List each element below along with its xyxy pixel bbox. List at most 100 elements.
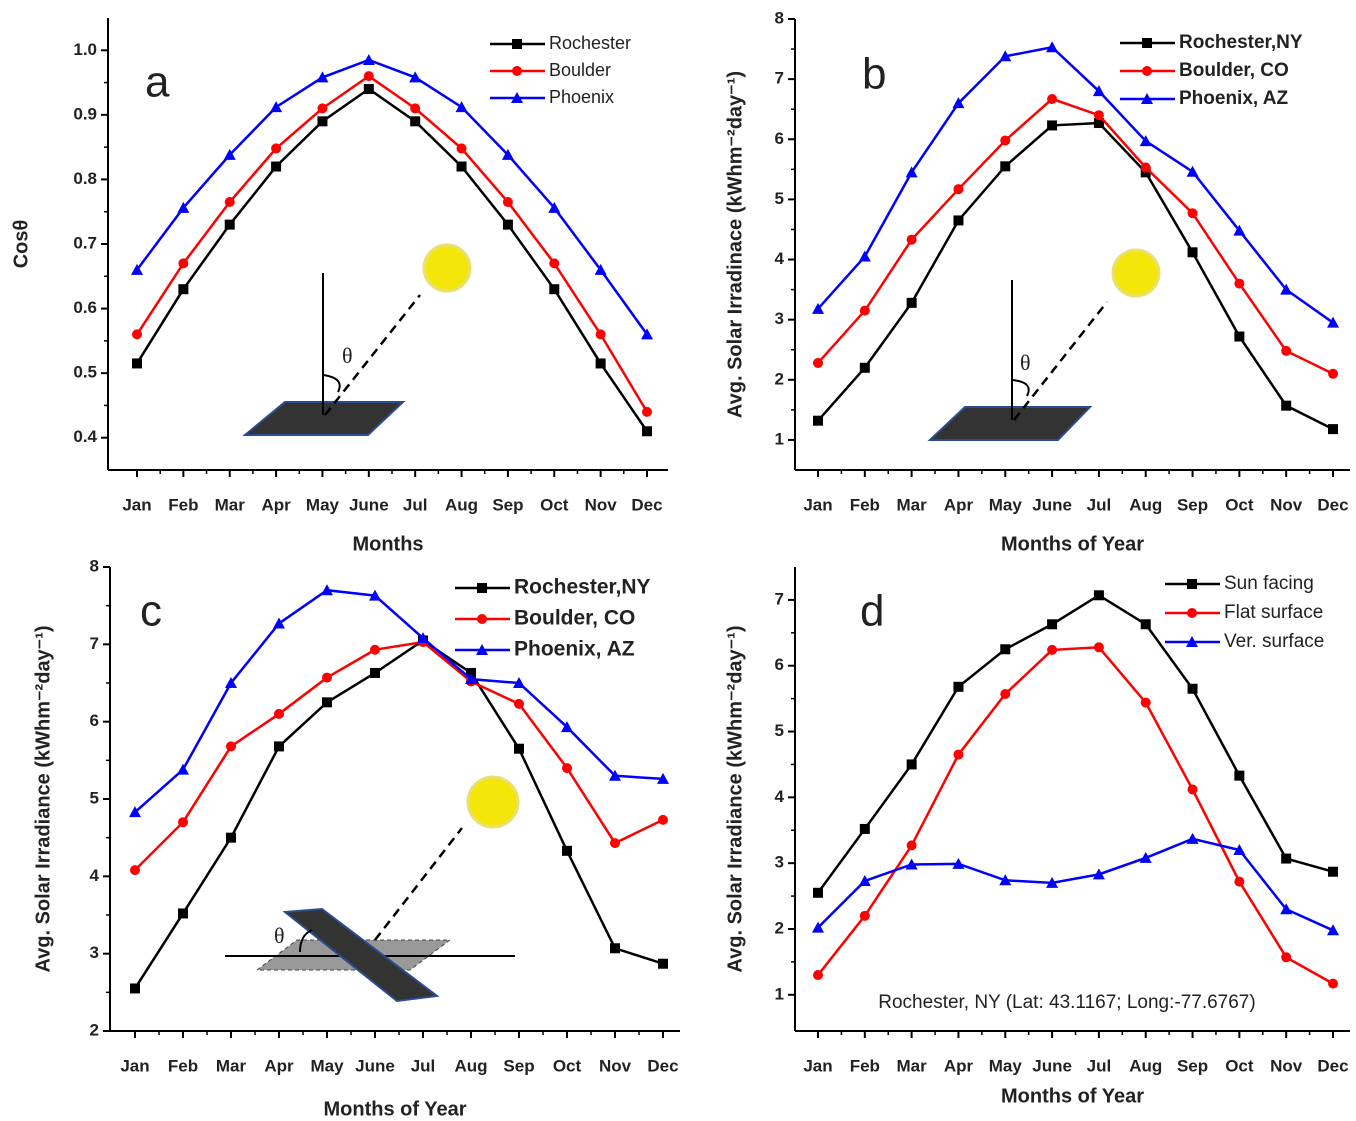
marker: [226, 832, 236, 843]
marker: [130, 865, 140, 876]
x-tick-label: Oct: [1225, 495, 1254, 514]
marker: [514, 698, 524, 709]
x-tick-label: May: [306, 495, 340, 514]
marker: [561, 721, 573, 733]
x-tick-label: May: [989, 495, 1023, 514]
x-tick-label: Sep: [1177, 1056, 1208, 1075]
marker: [321, 584, 333, 596]
marker: [317, 116, 328, 127]
marker: [178, 908, 188, 919]
marker: [1000, 644, 1011, 655]
marker: [905, 858, 918, 870]
marker: [501, 148, 514, 160]
marker: [1233, 224, 1246, 236]
marker: [1280, 283, 1293, 295]
marker: [456, 143, 467, 154]
marker: [512, 66, 522, 76]
x-axis-label: Months of Year: [1001, 1085, 1144, 1107]
x-tick-label: Apr: [261, 495, 291, 514]
y-tick-label: 2: [90, 1020, 99, 1039]
marker: [177, 201, 190, 213]
series-line: [816, 593, 1334, 894]
marker: [906, 840, 917, 851]
y-tick-label: 0.4: [73, 427, 97, 446]
marker: [410, 103, 421, 114]
x-tick-label: Nov: [585, 495, 618, 514]
y-tick-label: 2: [775, 918, 784, 937]
marker: [1046, 41, 1059, 53]
marker: [1186, 165, 1199, 177]
marker: [317, 103, 328, 114]
x-axis-label: Months: [352, 533, 423, 555]
x-tick-label: Aug: [1129, 495, 1162, 514]
marker: [1142, 66, 1152, 76]
marker: [178, 817, 188, 828]
marker: [858, 250, 871, 262]
x-tick-label: Oct: [553, 1056, 582, 1075]
marker: [1281, 400, 1292, 411]
marker: [224, 197, 235, 208]
marker: [466, 667, 476, 678]
y-tick-label: 6: [775, 655, 784, 674]
y-tick-label: 7: [775, 589, 784, 608]
marker: [226, 741, 236, 752]
panel-letter: a: [145, 58, 170, 107]
marker: [130, 983, 140, 994]
marker: [1327, 924, 1339, 936]
panel-letter: d: [860, 587, 884, 636]
y-tick-label: 8: [775, 8, 784, 27]
x-tick-label: Jul: [1087, 1056, 1112, 1075]
marker: [1327, 316, 1339, 328]
marker: [859, 305, 870, 316]
legend-label: Rochester,NY: [1179, 32, 1303, 53]
y-tick-label: 1: [775, 429, 784, 448]
x-tick-label: Aug: [1129, 1056, 1162, 1075]
marker: [274, 708, 284, 719]
series-line: [135, 87, 649, 432]
marker: [1046, 876, 1059, 888]
x-tick-label: Nov: [1270, 495, 1303, 514]
y-axis-label: Avg. Solar Irradiance (kWhm⁻²day⁻¹): [32, 625, 54, 972]
marker: [514, 743, 524, 754]
marker: [859, 823, 870, 834]
marker: [859, 362, 870, 373]
x-tick-label: Mar: [897, 495, 928, 514]
marker: [906, 234, 917, 245]
marker: [370, 644, 380, 655]
marker: [225, 677, 237, 688]
marker: [1234, 331, 1245, 342]
y-tick-label: 0.9: [73, 104, 97, 123]
y-tick-label: 1.0: [73, 40, 97, 59]
theta-label: θ: [1020, 350, 1031, 375]
marker: [953, 215, 964, 226]
marker: [906, 759, 917, 770]
y-tick-label: 4: [90, 866, 100, 885]
marker: [1281, 952, 1292, 963]
marker: [322, 697, 332, 708]
annotation: Rochester, NY (Lat: 43.1167; Long:-77.67…: [878, 992, 1255, 1013]
marker: [1234, 770, 1245, 781]
x-tick-label: June: [349, 495, 389, 514]
marker: [223, 148, 236, 160]
y-tick-label: 4: [775, 787, 785, 806]
x-tick-label: Nov: [1270, 1056, 1303, 1075]
marker: [502, 219, 513, 230]
theta-label: θ: [274, 923, 285, 948]
marker: [595, 329, 606, 340]
marker: [132, 329, 142, 340]
y-tick-label: 5: [775, 189, 784, 208]
legend-label: Boulder: [549, 60, 611, 80]
marker: [1139, 851, 1152, 863]
x-tick-label: Jan: [803, 1056, 832, 1075]
marker: [502, 197, 513, 208]
y-tick-label: 3: [775, 309, 784, 328]
series-line: [817, 97, 1334, 375]
marker: [316, 71, 329, 83]
marker: [858, 874, 871, 886]
marker: [271, 161, 282, 172]
marker: [1234, 876, 1245, 887]
marker: [905, 166, 918, 178]
marker: [131, 263, 143, 275]
y-tick-label: 7: [775, 69, 784, 88]
marker: [610, 943, 620, 954]
